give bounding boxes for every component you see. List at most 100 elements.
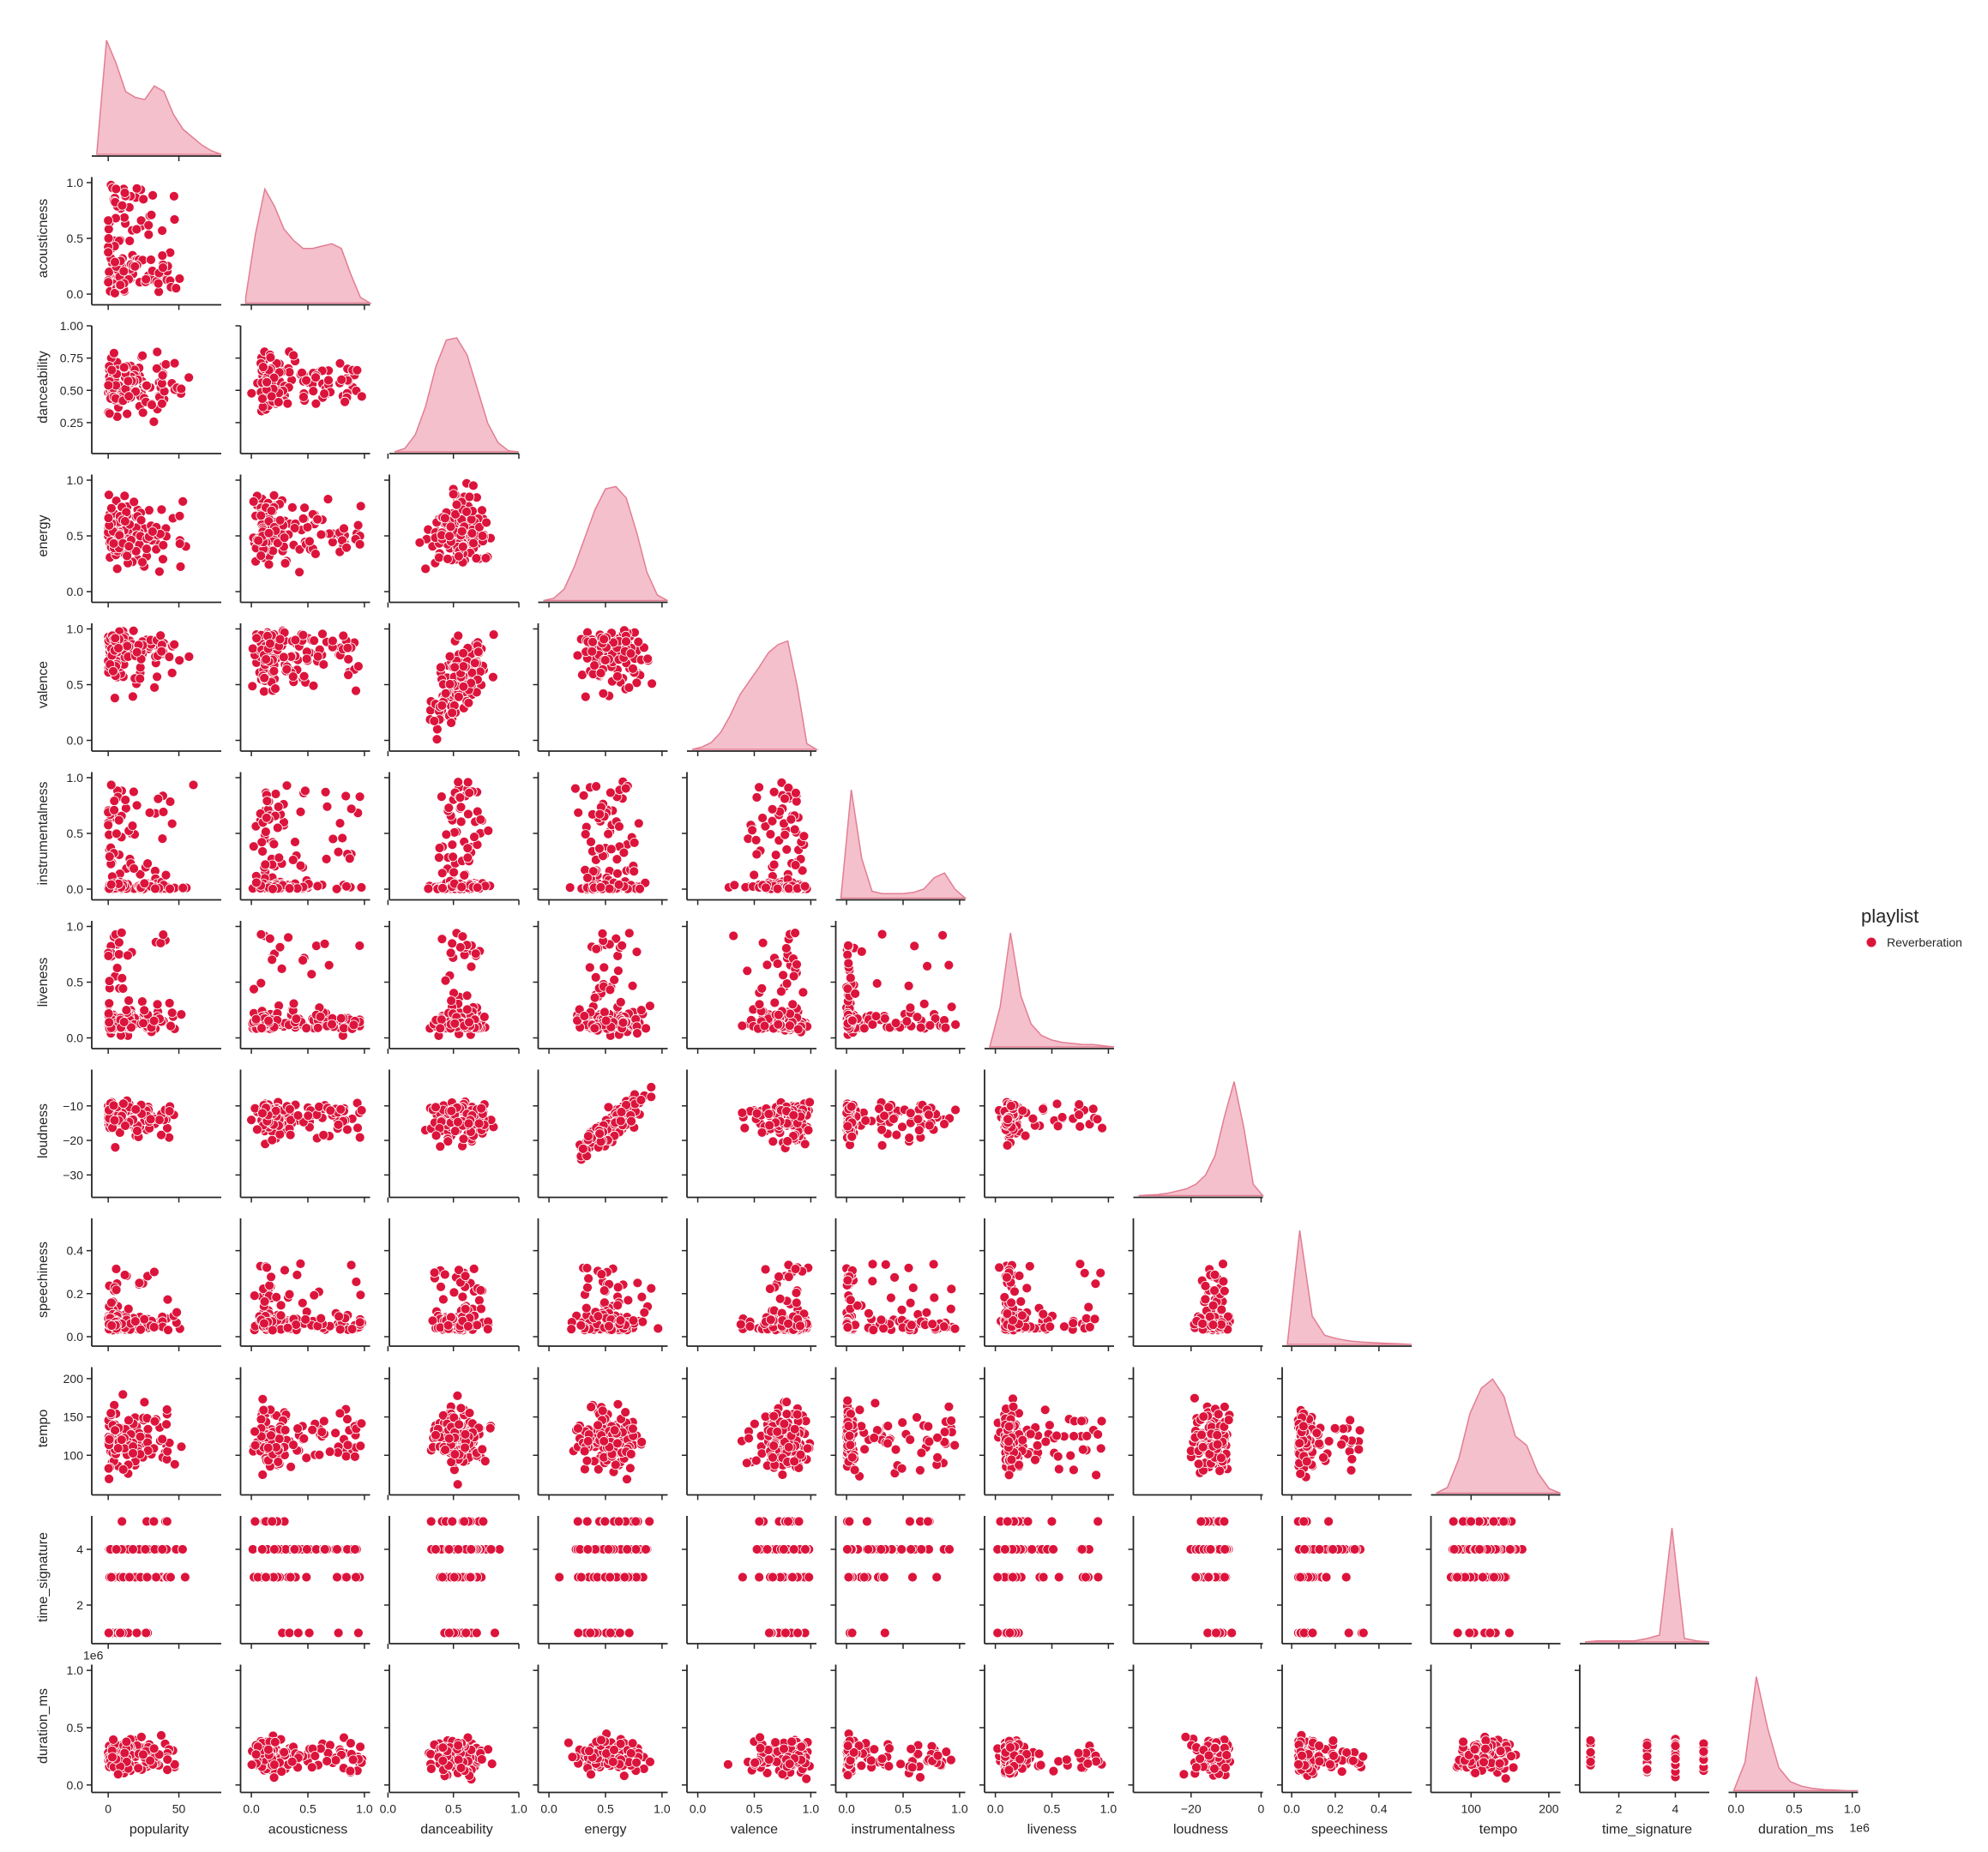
data-point: [153, 278, 164, 289]
panel-speechiness-vs-danceability: [384, 1218, 520, 1351]
data-point: [348, 1019, 359, 1031]
data-point: [584, 962, 595, 973]
y-tick-label: −30: [63, 1168, 83, 1182]
data-point: [148, 1322, 160, 1332]
data-point: [306, 969, 317, 980]
data-point: [469, 658, 480, 669]
data-point: [615, 1315, 626, 1326]
data-point: [781, 978, 792, 989]
data-point: [765, 1314, 776, 1326]
data-point: [939, 1119, 949, 1129]
y-tick-label: 0.0: [67, 734, 84, 748]
data-point: [122, 550, 133, 562]
data-point: [262, 796, 273, 807]
data-point: [627, 980, 638, 991]
data-point: [596, 1269, 607, 1279]
y-tick-label: −20: [63, 1133, 83, 1147]
data-point: [599, 1007, 610, 1018]
data-point: [774, 1293, 786, 1304]
data-point: [431, 1130, 442, 1141]
data-point: [302, 522, 313, 532]
data-point: [847, 1015, 858, 1026]
data-point: [768, 786, 780, 797]
data-point: [184, 372, 195, 383]
y-axis-label: instrumentalness: [36, 782, 51, 886]
data-point: [791, 1297, 802, 1308]
data-point: [877, 1124, 887, 1135]
data-point: [780, 829, 791, 840]
data-point: [312, 514, 323, 525]
data-point: [131, 183, 142, 194]
data-point: [414, 537, 425, 548]
y-tick-label: 0.50: [60, 383, 83, 397]
data-point: [312, 881, 323, 892]
data-point: [143, 505, 154, 515]
data-point: [879, 1013, 890, 1024]
data-point: [614, 821, 624, 832]
data-point: [420, 563, 431, 574]
data-point: [109, 796, 120, 806]
data-point: [925, 1020, 936, 1031]
data-point: [781, 943, 792, 953]
data-point: [625, 648, 636, 658]
data-point: [1074, 1099, 1085, 1109]
data-point: [591, 943, 602, 954]
data-point: [792, 1024, 804, 1035]
data-point: [623, 1295, 634, 1306]
data-point: [279, 532, 290, 543]
data-point: [456, 881, 467, 893]
data-point: [147, 400, 157, 411]
data-point: [587, 636, 598, 647]
data-point: [455, 792, 466, 803]
data-point: [113, 937, 124, 948]
data-point: [105, 1297, 117, 1308]
data-point: [251, 633, 262, 644]
data-point: [790, 860, 801, 870]
data-point: [751, 849, 762, 860]
data-point: [310, 941, 322, 951]
data-point: [457, 931, 468, 942]
data-point: [121, 1005, 132, 1015]
data-point: [111, 1264, 122, 1274]
data-point: [787, 999, 798, 1010]
data-point: [437, 700, 448, 711]
data-point: [263, 1015, 274, 1026]
data-point: [448, 489, 459, 500]
data-point: [157, 225, 168, 236]
data-point: [105, 502, 117, 514]
y-tick-label: 0.0: [67, 882, 84, 896]
data-point: [433, 852, 444, 863]
data-point: [321, 854, 332, 864]
data-point: [609, 975, 620, 985]
data-point: [258, 686, 269, 697]
data-point: [434, 552, 444, 563]
data-point: [315, 1012, 326, 1022]
data-point: [434, 843, 445, 853]
data-point: [637, 1316, 648, 1327]
data-point: [440, 513, 450, 524]
data-point: [119, 490, 130, 502]
data-point: [274, 634, 286, 645]
data-point: [616, 1107, 627, 1117]
data-point: [257, 362, 268, 373]
panel-instrumentalness-vs-acousticness: [235, 772, 370, 905]
data-point: [162, 1294, 173, 1305]
data-point: [106, 1320, 117, 1331]
data-point: [249, 1290, 260, 1301]
data-point: [751, 1108, 762, 1119]
data-point: [783, 883, 794, 894]
data-point: [456, 526, 467, 537]
data-point: [110, 256, 120, 268]
data-point: [737, 1020, 748, 1031]
data-point: [464, 787, 475, 798]
data-point: [594, 809, 605, 820]
data-point: [273, 397, 284, 407]
data-point: [776, 986, 786, 997]
data-point: [653, 1323, 664, 1334]
data-point: [280, 558, 291, 568]
data-point: [323, 375, 334, 386]
data-point: [117, 200, 128, 211]
panel-energy-vs-danceability: [384, 474, 520, 608]
data-point: [298, 955, 309, 965]
data-point: [316, 1313, 327, 1324]
